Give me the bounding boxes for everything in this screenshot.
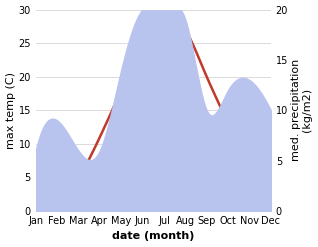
Y-axis label: max temp (C): max temp (C): [5, 72, 16, 149]
Y-axis label: med. precipitation
(kg/m2): med. precipitation (kg/m2): [291, 59, 313, 162]
X-axis label: date (month): date (month): [112, 231, 194, 242]
